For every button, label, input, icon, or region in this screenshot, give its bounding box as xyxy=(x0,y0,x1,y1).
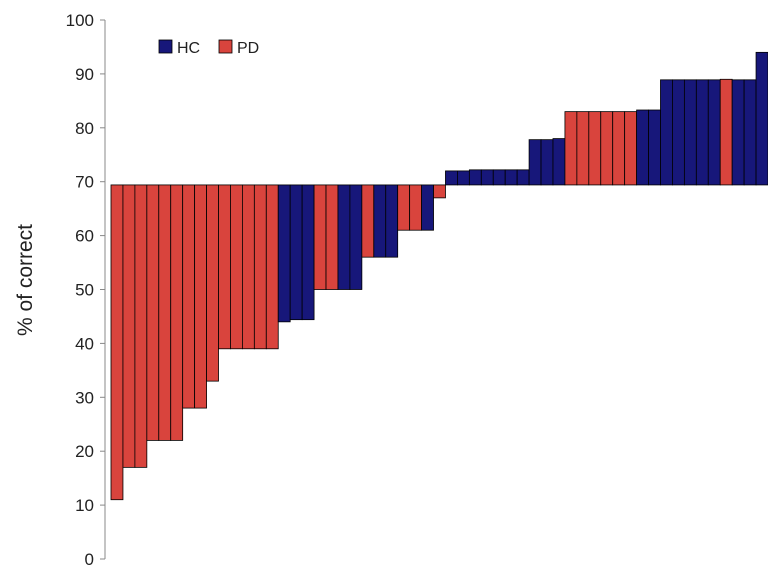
bar-hc xyxy=(540,139,554,186)
y-tick-label: 20 xyxy=(75,442,94,461)
y-axis: 0 10 20 30 40 50 60 70 80 90 100 xyxy=(66,11,106,566)
bar-pd xyxy=(600,111,614,186)
bar-hc xyxy=(504,169,518,186)
bar-hc xyxy=(468,169,482,186)
bar-pd xyxy=(241,184,255,350)
legend-swatch-hc xyxy=(158,39,173,54)
bar-hc xyxy=(289,184,303,321)
y-tick-label: 0 xyxy=(85,550,94,566)
y-axis-label: % of correct xyxy=(14,224,37,336)
bar-pd xyxy=(361,184,375,258)
y-tick-label: 50 xyxy=(75,281,94,300)
bar-pd xyxy=(313,184,327,290)
bar-hc xyxy=(301,184,315,321)
bar-pd xyxy=(433,184,446,199)
bar-hc xyxy=(457,170,470,186)
y-tick-label: 80 xyxy=(75,119,94,138)
bar-pd xyxy=(265,184,279,350)
bar-pd xyxy=(110,184,124,501)
y-tick-label: 70 xyxy=(75,173,94,192)
bar-pd xyxy=(588,111,602,186)
bar-pd xyxy=(134,184,148,468)
y-tick-label: 40 xyxy=(75,334,94,353)
bar-pd xyxy=(182,184,196,409)
bar-hc xyxy=(672,79,685,186)
y-tick-label: 10 xyxy=(75,496,94,515)
legend-label-pd: PD xyxy=(237,40,259,57)
bar-pd xyxy=(146,184,160,441)
legend-label-hc: HC xyxy=(177,40,200,57)
bar-hc xyxy=(528,139,542,186)
bar-pd xyxy=(158,184,172,441)
bar-hc xyxy=(707,79,721,186)
bar-hc xyxy=(480,169,494,186)
bar-pd xyxy=(612,111,626,186)
bars xyxy=(110,51,768,501)
bar-hc xyxy=(731,79,745,186)
bar-hc xyxy=(648,109,661,186)
bar-hc xyxy=(337,184,351,290)
bar-pd xyxy=(206,184,219,382)
bar-pd xyxy=(624,111,638,186)
bar-pd xyxy=(170,184,184,441)
y-tick-label: 90 xyxy=(75,65,94,84)
bar-pd xyxy=(564,111,578,186)
bar-pd xyxy=(409,184,422,231)
bar-hc xyxy=(445,170,458,186)
legend-swatch-pd xyxy=(218,39,233,54)
bar-pd xyxy=(194,184,207,409)
bar-pd xyxy=(325,184,339,290)
bar-hc xyxy=(660,79,673,186)
bar-hc xyxy=(695,79,709,186)
bar-pd xyxy=(122,184,136,468)
bar-hc xyxy=(683,79,697,186)
y-tick-label: 60 xyxy=(75,227,94,246)
bar-pd xyxy=(253,184,267,350)
bar-hc xyxy=(743,79,757,186)
bar-hc xyxy=(492,169,506,186)
bar-pd xyxy=(576,111,590,186)
legend: HC PD xyxy=(158,39,259,57)
bar-pd xyxy=(218,184,231,350)
bar-hc xyxy=(385,184,399,258)
bar-hc xyxy=(755,51,768,186)
bar-hc xyxy=(349,184,363,290)
bar-hc xyxy=(421,184,434,231)
bar-pd xyxy=(719,78,733,186)
bar-hc xyxy=(277,184,291,323)
bar-hc xyxy=(516,169,530,186)
bar-pd xyxy=(230,184,243,350)
y-tick-label: 30 xyxy=(75,388,94,407)
bar-hc xyxy=(552,138,566,186)
y-tick-label: 100 xyxy=(66,11,94,30)
bar-pd xyxy=(397,184,411,231)
bar-hc xyxy=(373,184,387,258)
bar-hc xyxy=(636,109,649,186)
